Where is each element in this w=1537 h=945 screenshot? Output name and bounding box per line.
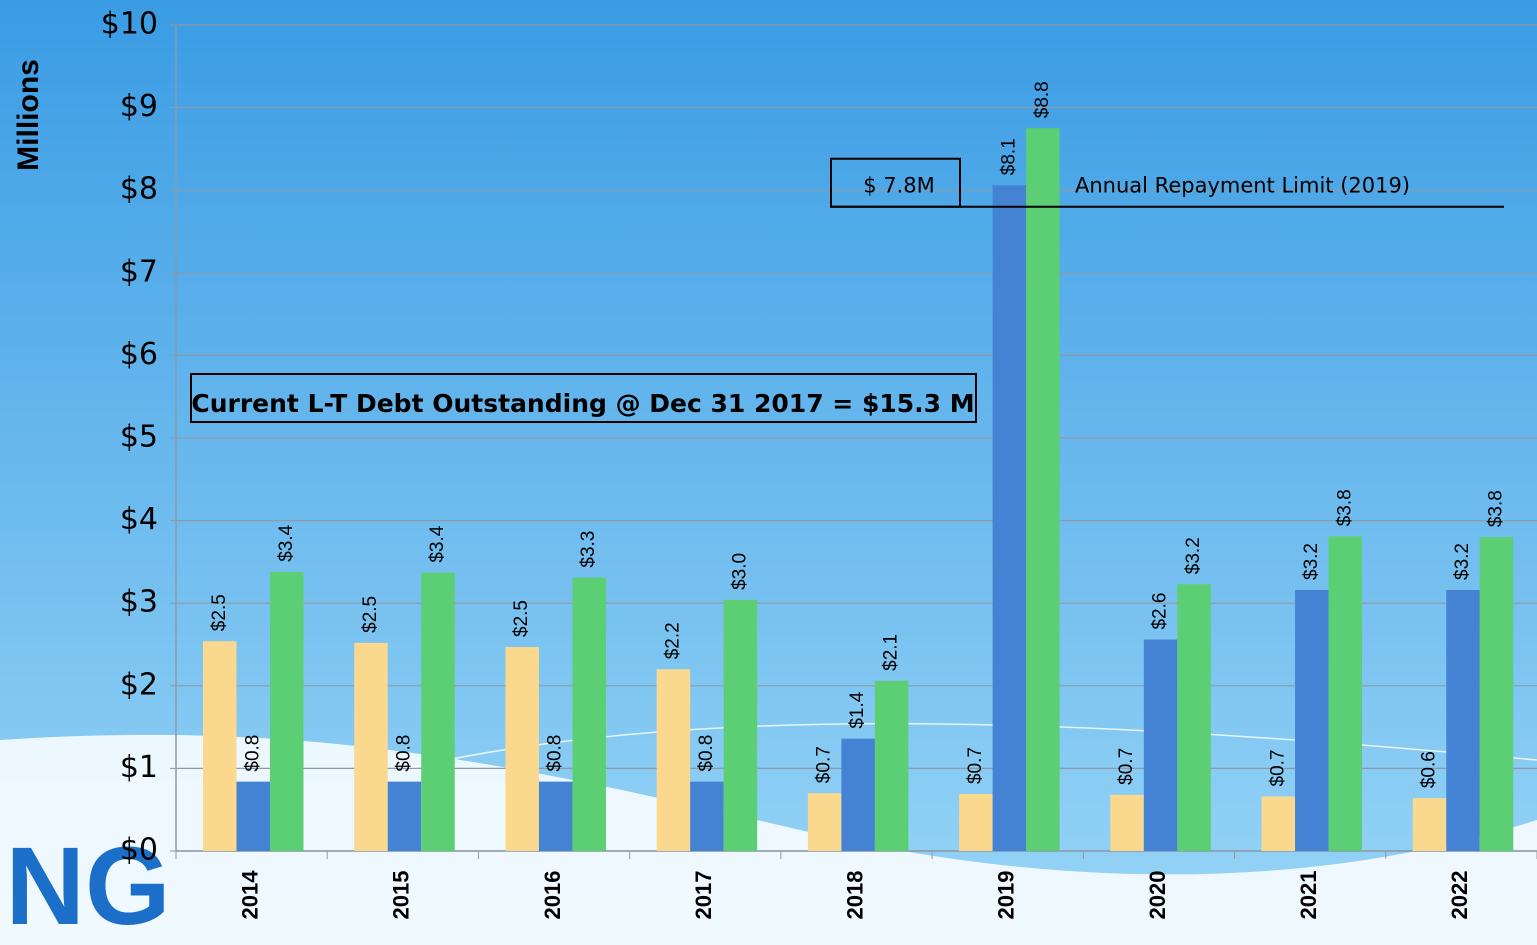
value-label: $2.2 xyxy=(662,622,683,659)
limit-box xyxy=(830,157,961,208)
x-tick-label: 2018 xyxy=(842,871,867,920)
bar xyxy=(807,793,842,851)
bar xyxy=(874,680,909,851)
value-label: $1.4 xyxy=(847,691,868,728)
bar xyxy=(1143,639,1178,851)
y-tick-label: $7 xyxy=(120,254,158,289)
bar xyxy=(723,599,758,851)
y-tick-label: $6 xyxy=(120,337,158,372)
value-label: $2.5 xyxy=(360,596,381,633)
annotation-box xyxy=(190,373,977,423)
value-label: $8.1 xyxy=(998,138,1019,175)
x-tick-label: 2016 xyxy=(540,871,565,920)
y-tick-label: $4 xyxy=(120,502,158,537)
x-tick-label: 2022 xyxy=(1447,871,1472,920)
value-label: $3.0 xyxy=(729,553,750,590)
y-tick-label: $1 xyxy=(120,750,158,785)
y-tick-label: $10 xyxy=(101,7,158,42)
value-label: $0.7 xyxy=(814,746,835,783)
value-label: $0.7 xyxy=(1267,749,1288,786)
value-label: $2.1 xyxy=(881,634,902,671)
bar xyxy=(236,781,270,851)
value-label: $0.8 xyxy=(242,735,263,772)
value-label: $2.5 xyxy=(209,594,230,631)
value-label: $0.8 xyxy=(545,735,566,772)
bar xyxy=(387,781,422,851)
bar xyxy=(1295,589,1329,851)
logo-text: ING xyxy=(0,825,171,945)
bar xyxy=(270,571,304,851)
bar xyxy=(572,577,606,851)
bar xyxy=(1479,537,1514,851)
value-label: $3.2 xyxy=(1452,543,1473,580)
value-label: $3.2 xyxy=(1183,537,1204,574)
bar xyxy=(538,781,573,851)
value-label: $3.4 xyxy=(276,524,297,561)
value-label: $0.8 xyxy=(393,735,414,772)
y-tick-label: $3 xyxy=(120,585,158,620)
value-label: $0.7 xyxy=(965,747,986,784)
bar xyxy=(505,646,539,851)
x-tick-label: 2017 xyxy=(691,871,716,920)
annotation: Current L-T Debt Outstanding @ Dec 31 20… xyxy=(191,389,974,418)
bar xyxy=(841,738,875,851)
bar xyxy=(421,572,455,851)
y-tick-label: $9 xyxy=(120,89,158,124)
x-tick-label: 2014 xyxy=(237,870,262,920)
value-label: $2.5 xyxy=(511,600,532,637)
limit-label: $ 7.8M xyxy=(863,174,935,198)
bar xyxy=(690,781,724,851)
y-tick-label: $5 xyxy=(120,420,158,455)
y-tick-label: $0 xyxy=(120,833,158,868)
value-label: $2.6 xyxy=(1150,593,1171,630)
value-label: $0.6 xyxy=(1419,751,1440,788)
y-tick-label: $2 xyxy=(120,667,158,702)
bar xyxy=(656,669,691,851)
bar xyxy=(1261,796,1296,851)
value-label: $3.2 xyxy=(1301,543,1322,580)
value-label: $3.8 xyxy=(1334,489,1355,526)
x-tick-label: 2021 xyxy=(1296,871,1321,920)
bar xyxy=(354,642,388,851)
value-label: $0.7 xyxy=(1116,748,1137,785)
value-label: $3.8 xyxy=(1486,490,1507,527)
value-label: $3.4 xyxy=(427,525,448,562)
bar xyxy=(959,794,993,851)
value-label: $3.3 xyxy=(578,531,599,568)
bar xyxy=(1446,589,1480,851)
x-tick-label: 2020 xyxy=(1145,871,1170,920)
bar xyxy=(1412,798,1447,851)
y-tick-label: $8 xyxy=(120,172,158,207)
bar xyxy=(1177,584,1211,851)
x-tick-label: 2019 xyxy=(994,871,1019,920)
value-label: $8.8 xyxy=(1032,81,1053,118)
bar xyxy=(1026,128,1060,851)
limit-caption: Annual Repayment Limit (2019) xyxy=(1075,174,1410,198)
x-tick-label: 2015 xyxy=(389,871,414,920)
bar xyxy=(203,641,237,851)
value-label: $0.8 xyxy=(696,735,717,772)
bar xyxy=(992,185,1027,851)
bar xyxy=(1110,794,1144,851)
bar xyxy=(1328,536,1363,851)
y-axis-label: Millions xyxy=(12,59,45,171)
